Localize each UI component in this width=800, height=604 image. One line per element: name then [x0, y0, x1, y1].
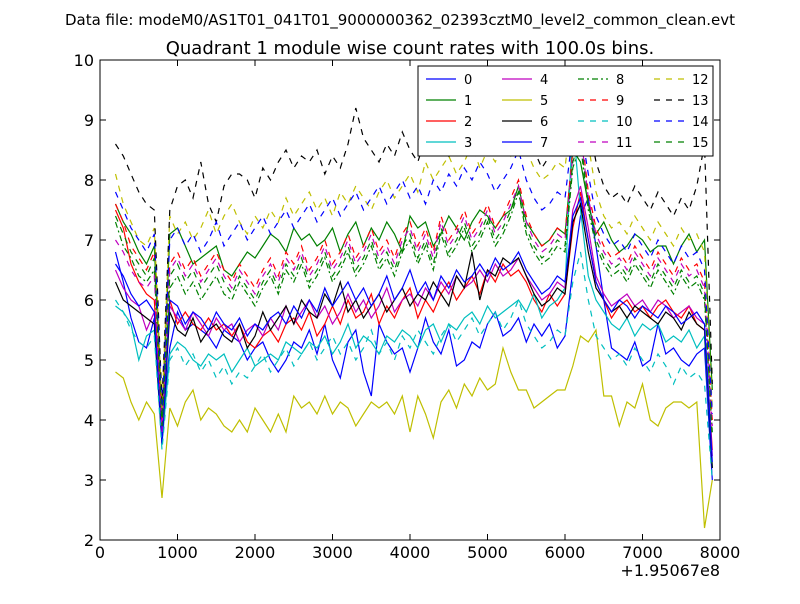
- y-tick-label: 7: [84, 231, 94, 250]
- x-tick-label: 4000: [390, 543, 431, 562]
- x-tick-label: 3000: [312, 543, 353, 562]
- legend-label-11: 11: [616, 136, 633, 151]
- series-line-1: [114, 148, 713, 421]
- x-offset-label: +1.95067e8: [620, 561, 720, 580]
- y-tick-label: 5: [84, 351, 94, 370]
- series-line-2: [114, 191, 713, 451]
- series-line-11: [114, 131, 713, 433]
- legend-label-6: 6: [540, 115, 548, 130]
- series-layer: [114, 94, 713, 529]
- x-tick-label: 5000: [467, 543, 508, 562]
- legend-label-12: 12: [692, 73, 709, 88]
- legend-label-13: 13: [692, 94, 709, 109]
- y-tick-label: 9: [84, 111, 94, 130]
- series-line-9: [114, 125, 713, 421]
- chart-title: Quadrant 1 module wise count rates with …: [166, 38, 655, 59]
- series-line-14: [114, 124, 713, 415]
- series-line-12: [114, 94, 713, 409]
- series-line-7: [114, 195, 713, 463]
- legend-label-5: 5: [540, 94, 548, 109]
- legend-label-4: 4: [540, 73, 548, 88]
- legend-label-0: 0: [464, 73, 472, 88]
- series-line-10: [114, 251, 713, 481]
- series-line-8: [114, 143, 713, 433]
- x-tick-label: 0: [95, 543, 105, 562]
- y-tick-label: 4: [84, 411, 94, 430]
- legend-label-10: 10: [616, 115, 633, 130]
- x-tick-label: 2000: [235, 543, 276, 562]
- legend-label-15: 15: [692, 136, 709, 151]
- y-tick-label: 6: [84, 291, 94, 310]
- x-tick-label: 6000: [545, 543, 586, 562]
- legend-label-3: 3: [464, 136, 472, 151]
- legend-label-9: 9: [616, 94, 624, 109]
- y-tick-label: 8: [84, 171, 94, 190]
- y-tick-label: 10: [74, 51, 94, 70]
- legend-label-7: 7: [540, 136, 548, 151]
- x-tick-label: 8000: [700, 543, 741, 562]
- x-tick-label: 1000: [157, 543, 198, 562]
- legend-box: [417, 65, 714, 157]
- figure-suptitle: Data file: modeM0/AS1T01_041T01_90000003…: [65, 11, 735, 30]
- series-line-6: [114, 201, 713, 469]
- y-tick-label: 2: [84, 531, 94, 550]
- series-line-15: [114, 137, 713, 439]
- series-line-3: [115, 119, 713, 469]
- legend-label-1: 1: [464, 94, 472, 109]
- series-line-0: [114, 195, 713, 481]
- legend-label-14: 14: [692, 115, 709, 130]
- series-line-5: [115, 328, 713, 529]
- legend-label-8: 8: [616, 73, 624, 88]
- legend-label-2: 2: [464, 115, 472, 130]
- series-line-13: [114, 95, 713, 403]
- axes-layer: 0 1000 2000 3000 4000 5000 6000 7000 8000 2 3 4 5 6 7 8…: [74, 51, 741, 562]
- x-tick-label: 7000: [622, 543, 663, 562]
- y-tick-label: 3: [84, 471, 94, 490]
